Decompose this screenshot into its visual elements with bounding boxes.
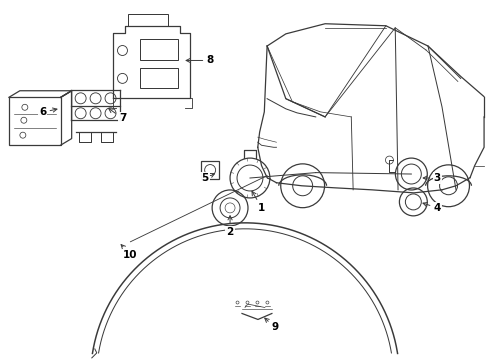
Text: 6: 6	[39, 107, 57, 117]
Text: 8: 8	[186, 55, 214, 66]
Text: 5: 5	[201, 173, 215, 183]
FancyBboxPatch shape	[141, 39, 178, 60]
FancyBboxPatch shape	[201, 161, 219, 179]
Text: 2: 2	[226, 216, 234, 237]
FancyBboxPatch shape	[128, 14, 168, 26]
Text: 4: 4	[423, 202, 441, 213]
Text: 10: 10	[121, 244, 138, 260]
Text: 7: 7	[109, 108, 126, 123]
Text: 9: 9	[265, 318, 278, 332]
Text: 3: 3	[423, 173, 441, 183]
FancyBboxPatch shape	[141, 68, 178, 88]
Text: 1: 1	[252, 191, 266, 213]
